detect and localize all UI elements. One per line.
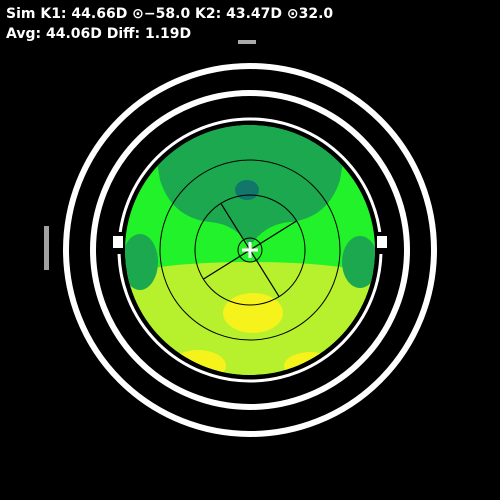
- left-notch-bar: [113, 236, 123, 248]
- zone-circle-middle: [194, 194, 306, 306]
- keratometry-readout-line-1: Sim K1: 44.66D ⊙−58.0 K2: 43.47D ⊙32.0: [6, 6, 334, 22]
- right-notch-bar: [377, 236, 387, 248]
- zone-circle-outer: [159, 159, 341, 341]
- noise-speck-top: [238, 40, 256, 44]
- middle-ring: [90, 90, 410, 410]
- zone-circle-inner: [237, 237, 263, 263]
- outer-ring: [63, 63, 437, 437]
- noise-speck: [44, 226, 49, 270]
- keratometry-readout-line-2: Avg: 44.06D Diff: 1.19D: [6, 26, 192, 42]
